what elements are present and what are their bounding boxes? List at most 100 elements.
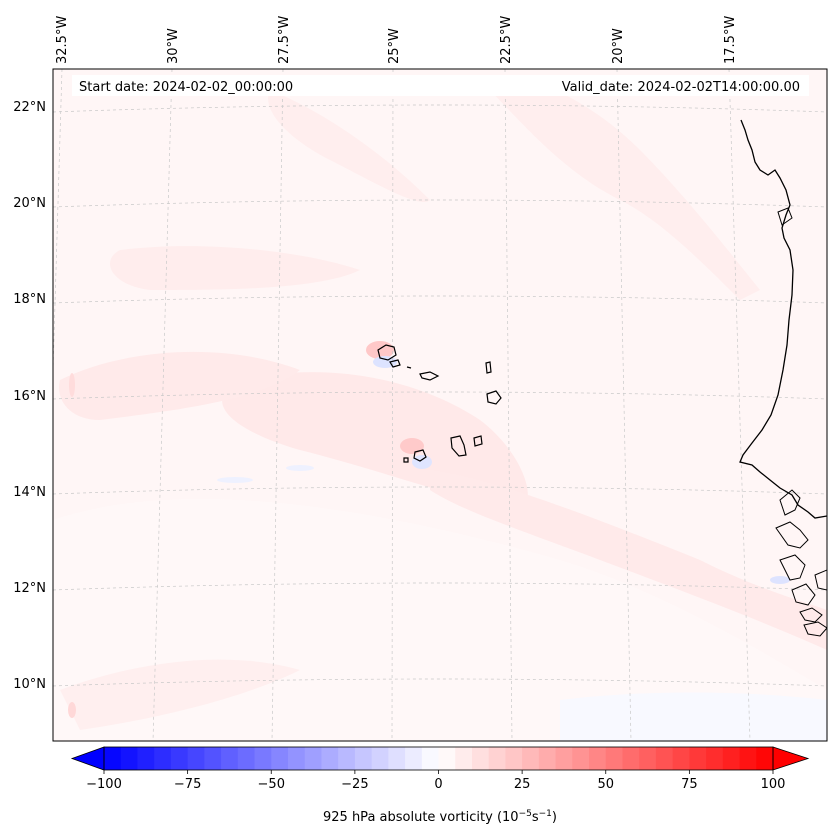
lat-label: 12°N — [13, 581, 46, 596]
vorticity-minimum — [412, 455, 432, 469]
lon-label: 32.5°W — [55, 16, 70, 64]
parallel-gridline — [53, 391, 827, 400]
meridian-gridline — [616, 69, 632, 741]
colorbar-swatch — [388, 747, 406, 770]
colorbar-swatch — [254, 747, 272, 770]
start-date-label: Start date: 2024-02-02_00:00:00 — [79, 80, 293, 95]
colorbar-extend-min-arrow — [70, 746, 105, 771]
colorbar-swatch — [137, 747, 155, 770]
vorticity-band — [110, 246, 360, 290]
colorbar-ticks: −100 −75 −50 −25 0 25 50 75 100 — [86, 770, 785, 792]
coastline-detail — [799, 607, 823, 623]
coastline-detail — [803, 621, 827, 637]
colorbar-swatch — [522, 747, 540, 770]
lat-label: 22°N — [13, 100, 46, 115]
vorticity-minimum — [217, 477, 253, 483]
colorbar-swatch — [170, 747, 189, 770]
colorbar-swatch — [672, 747, 690, 770]
colorbar-tick-label: 50 — [597, 777, 614, 792]
island-santiago — [450, 435, 467, 457]
parallel-gridline — [53, 104, 827, 113]
parallel-gridline — [53, 678, 827, 687]
colorbar-extend-max-arrow — [772, 746, 810, 771]
colorbar-label: 925 hPa absolute vorticity (10−5s−1) — [323, 809, 557, 825]
colorbar-swatch — [221, 747, 239, 770]
lon-label: 25°W — [387, 28, 402, 64]
colorbar-swatch — [538, 747, 557, 770]
island-sao-vicente — [389, 359, 401, 368]
colorbar-swatch — [187, 747, 205, 770]
island-maio — [473, 435, 483, 447]
colorbar-swatch — [204, 747, 222, 770]
colorbar-swatch — [354, 747, 373, 770]
vorticity-band — [430, 470, 827, 650]
colorbar-swatch — [655, 747, 674, 770]
valid-date-label: Valid_date: 2024-02-02T14:00:00.00 — [562, 80, 800, 95]
colorbar-swatch — [405, 747, 423, 770]
coastline-detail — [775, 521, 809, 549]
colorbar-swatch — [421, 747, 440, 770]
colorbar-swatch — [722, 747, 741, 770]
colorbar-swatch — [488, 747, 507, 770]
vorticity-band — [60, 659, 300, 730]
vorticity-band — [480, 75, 760, 300]
meridian-gridline — [271, 69, 284, 741]
colorbar-swatch — [438, 747, 456, 770]
lon-label: 22.5°W — [499, 16, 514, 64]
colorbar-swatch — [455, 747, 473, 770]
colorbar-swatch — [689, 747, 707, 770]
colorbar-swatch — [706, 747, 724, 770]
island-fogo — [413, 449, 427, 462]
colorbar-swatch — [237, 747, 256, 770]
vorticity-minimum — [286, 465, 314, 471]
island-sao-nicolau — [419, 371, 440, 381]
colorbar-swatch — [471, 747, 490, 770]
lon-label: 20°W — [611, 28, 626, 64]
vorticity-maximum — [400, 438, 424, 454]
colorbar-swatch — [756, 747, 774, 770]
vorticity-band-negative — [560, 692, 827, 741]
island-boa-vista — [486, 390, 502, 405]
colorbar-swatch — [371, 747, 389, 770]
island-santo-antao — [377, 344, 397, 361]
colorbar-swatch — [639, 747, 657, 770]
parallel-gridline — [53, 486, 827, 495]
map-frame — [52, 68, 828, 742]
coastline-detail — [814, 569, 827, 591]
longitude-labels: 32.5°W 30°W 27.5°W 25°W 22.5°W 20°W 17.5… — [55, 16, 738, 64]
colorbar-tick-label: 100 — [761, 777, 786, 792]
lat-label: 20°N — [13, 196, 46, 211]
coastline-detail — [777, 207, 793, 226]
parallel-gridline — [53, 199, 827, 208]
meridian-gridline — [504, 69, 513, 741]
lat-label: 10°N — [13, 677, 46, 692]
colorbar-tick-label: −75 — [174, 777, 201, 792]
colorbar-tick-label: 0 — [434, 777, 442, 792]
colorbar-swatches — [104, 747, 774, 770]
coastline-detail — [779, 554, 806, 581]
coastline-detail — [779, 489, 801, 516]
lat-label: 14°N — [13, 485, 46, 500]
parallel-gridline — [53, 295, 827, 304]
colorbar-tick-label: 75 — [681, 777, 698, 792]
meridian-gridline — [391, 69, 394, 741]
colorbar-swatch — [154, 747, 172, 770]
vorticity-band — [59, 351, 301, 420]
colorbar-swatch — [104, 747, 122, 770]
vorticity-minimum — [770, 576, 790, 584]
colorbar-tick-label: −50 — [258, 777, 285, 792]
cape-verde-islands — [377, 344, 502, 463]
colorbar-swatch — [739, 747, 757, 770]
vorticity-maximum — [69, 373, 75, 397]
colorbar-swatch — [271, 747, 289, 770]
colorbar-swatch — [505, 747, 523, 770]
lon-label: 27.5°W — [277, 16, 292, 64]
colorbar-tick-label: −100 — [86, 777, 122, 792]
parallel-gridline — [53, 582, 827, 591]
island-sal — [485, 361, 492, 374]
colorbar-swatch — [338, 747, 356, 770]
colorbar-swatch — [589, 747, 607, 770]
colorbar: −100 −75 −50 −25 0 25 50 75 100 925 hPa absolute… — [70, 746, 810, 825]
colorbar-swatch — [622, 747, 640, 770]
vorticity-maximum — [68, 702, 76, 718]
